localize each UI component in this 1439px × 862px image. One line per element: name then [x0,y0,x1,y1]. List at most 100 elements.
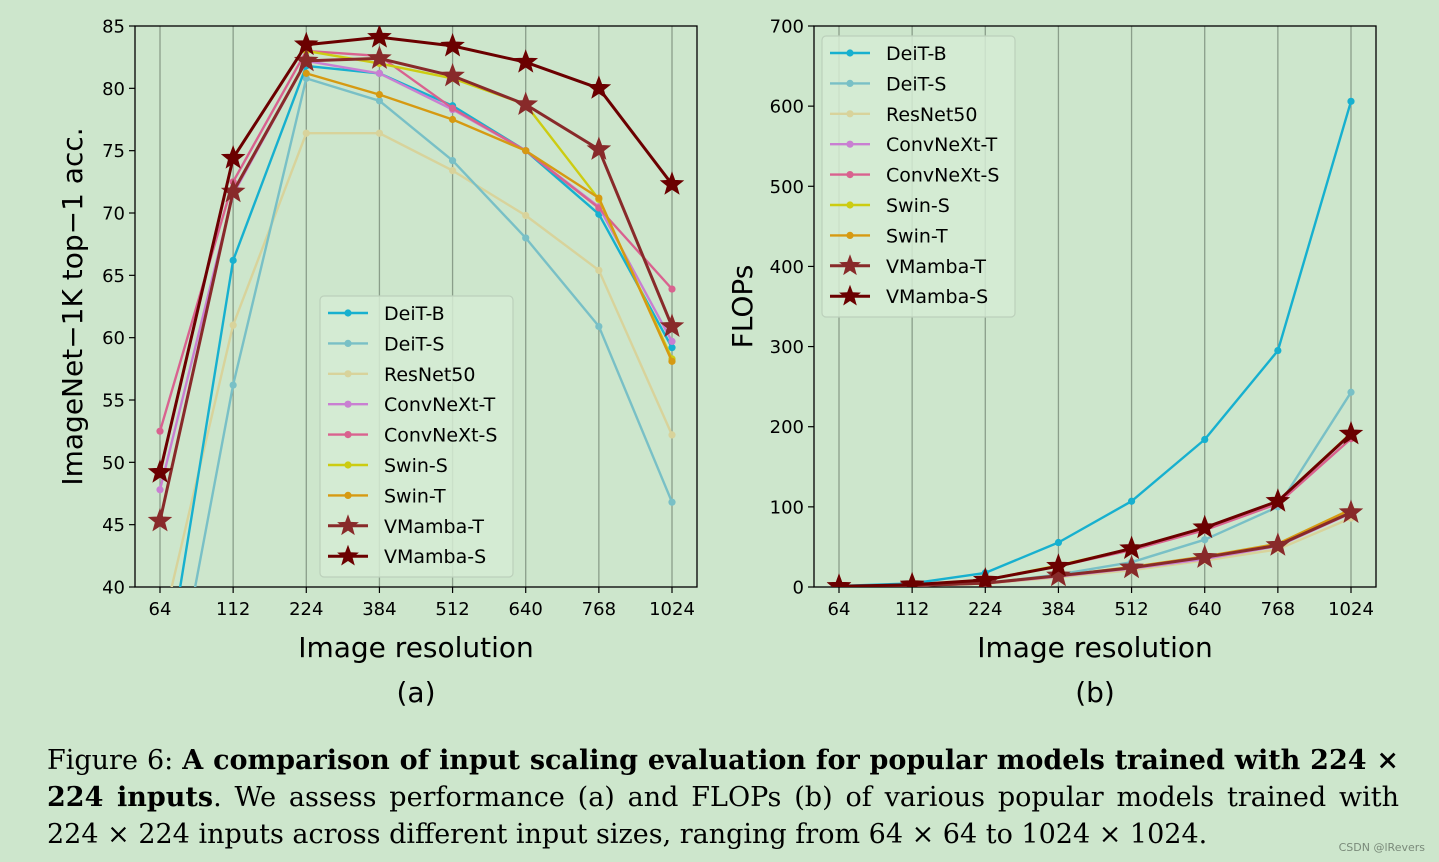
a-xtick-label-1024: 1024 [649,599,695,620]
b-legend: DeiT-B DeiT-S ResNet50 ConvNeXt-T ConvNeXt-S… [821,35,1016,318]
a-point-convnext-t-64 [156,486,164,494]
b-legend-marker-swin-t [846,231,854,239]
a-xlabel: Image resolution [298,631,534,664]
a-legend-marker-resnet50 [344,370,352,378]
a-line-vmamba-s [158,35,674,473]
a-xtick-label-384: 384 [362,599,396,620]
b-ylabel: FLOPs [726,265,759,349]
b-legend-label-vmamba-s: VMamba-S [886,286,988,308]
a-point-vmamba-t-768 [586,136,612,160]
b-point-vmamba-s-64 [826,573,852,587]
b-point-vmamba-s-640 [1192,514,1218,539]
b-point-vmamba-s-224 [972,567,998,587]
b-ytick-label-700: 700 [770,17,804,38]
a-ytick-label-45: 45 [102,515,125,536]
b-legend-label-swin-s: Swin-S [886,195,950,217]
a-point-convnext-s-768 [595,204,603,212]
caption-rest: . We assess performance (a) and FLOPs (b… [47,782,1399,850]
caption-prefix: Figure 6: [47,745,183,776]
b-legend-marker-convnext-t [846,140,854,148]
b-legend-label-deit-s: DeiT-S [886,73,946,95]
a-legend-marker-vmamba-s [337,544,359,566]
a-point-vmamba-s-768 [586,75,612,99]
a-point-deit-s-384 [375,97,384,105]
a-point-deit-b-1024 [668,344,676,352]
b-point-vmamba-t-768 [1265,532,1291,556]
a-point-vmamba-s-64 [147,459,173,483]
b-point-vmamba-t-640 [1192,544,1218,568]
a-point-deit-s-768 [595,322,603,331]
b-xlabel: Image resolution [977,631,1213,664]
watermark: CSDN @lRevers [1338,841,1425,854]
a-xtick-label-112: 112 [216,599,250,620]
b-legend-marker-vmamba-s [839,284,861,306]
b-ytick-label-0: 0 [793,578,804,599]
a-legend-label-vmamba-t: VMamba-T [384,516,484,538]
a-point-swin-t-512 [448,115,457,124]
a-xtick-label-64: 64 [149,599,172,620]
b-legend-label-swin-t: Swin-T [886,225,948,247]
a-line-vmamba-t [158,56,674,522]
b-point-vmamba-s-768 [1265,488,1291,512]
a-point-resnet50-112 [229,321,237,329]
a-legend-marker-convnext-t [344,400,352,408]
a-point-deit-s-1024 [668,498,676,506]
a-legend-marker-deit-s [344,339,352,347]
b-xtick-label-384: 384 [1041,599,1075,620]
b-legend-marker-swin-s [846,201,854,209]
a-point-resnet50-512 [448,167,457,175]
b-point-deit-b-768 [1274,346,1282,355]
a-point-vmamba-s-224 [293,31,319,56]
a-legend-marker-swin-t [344,491,352,499]
a-legend-label-swin-t: Swin-T [384,485,446,507]
caption-bold: A comparison of input scaling evaluation… [47,745,1399,813]
a-point-resnet50-640 [522,211,530,220]
a-point-deit-s-224 [302,74,310,82]
a-ytick-label-50: 50 [102,453,125,474]
a-xtick-label-640: 640 [509,599,543,620]
a-line-swin-t [305,72,674,362]
b-point-deit-b-1024 [1347,97,1355,105]
b-ytick-label-600: 600 [770,97,804,118]
b-point-vmamba-s-1024 [1338,420,1364,445]
b-xtick-label-1024: 1024 [1328,599,1374,620]
b-xtick-label-224: 224 [968,599,1002,620]
a-point-convnext-s-1024 [668,285,676,293]
b-legend-box [821,35,1016,318]
b-legend-label-resnet50: ResNet50 [886,104,977,126]
a-point-convnext-s-64 [156,427,164,435]
a-legend-label-swin-s: Swin-S [384,455,448,477]
a-plot-area [147,26,685,587]
a-point-vmamba-s-640 [513,49,539,73]
a-point-deit-s-640 [522,234,530,242]
b-xtick-label-768: 768 [1261,599,1295,620]
a-xtick-label-512: 512 [435,599,469,620]
b-subtitle: (b) [1075,676,1115,709]
b-line-vmamba-s [838,432,1353,587]
a-xtick-label-768: 768 [582,599,616,620]
a-point-vmamba-t-384 [367,45,392,69]
b-point-vmamba-s-512 [1119,535,1144,559]
a-point-swin-t-384 [375,90,384,99]
a-point-resnet50-768 [595,266,603,274]
b-legend-label-deit-b: DeiT-B [886,43,947,65]
a-legend-label-deit-b: DeiT-B [384,303,445,325]
b-point-vmamba-s-384 [1046,553,1071,577]
b-xtick-label-512: 512 [1114,599,1148,620]
figure-caption: Figure 6: A comparison of input scaling … [47,742,1399,853]
b-axes-frame [813,25,1377,588]
a-ytick-label-60: 60 [102,328,125,349]
b-point-deit-b-384 [1054,538,1063,547]
b-legend-label-vmamba-t: VMamba-T [886,256,986,278]
b-point-deit-b-640 [1201,435,1209,444]
a-point-swin-t-768 [595,194,603,202]
b-ytick-label-200: 200 [770,417,804,438]
a-line-deit-b [178,64,674,587]
a-point-swin-t-224 [302,69,310,77]
a-line-convnext-s [158,49,673,432]
figure: 64 112 224 384 512 640 768 10244045505560657075… [56,17,1377,709]
b-point-vmamba-t-1024 [1338,499,1364,523]
a-ylabel: ImageNet−1K top−1 acc. [56,127,89,485]
a-line-deit-s [193,77,674,587]
a-legend-marker-convnext-s [344,431,352,439]
